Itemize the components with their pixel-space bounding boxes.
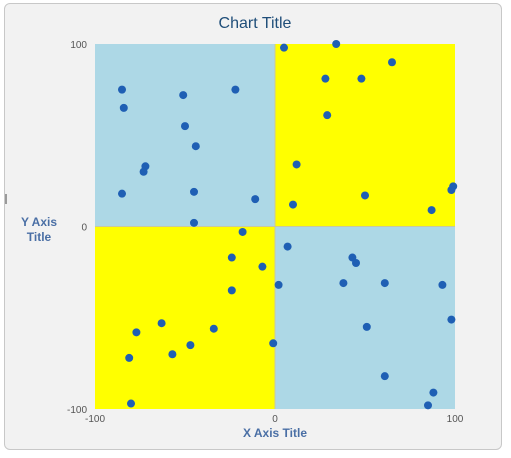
data-point xyxy=(181,122,189,131)
data-point xyxy=(323,111,332,120)
data-point xyxy=(238,227,247,236)
data-point xyxy=(186,341,195,350)
data-point xyxy=(179,91,188,100)
chart-title: Chart Title xyxy=(219,15,292,32)
data-point xyxy=(449,182,458,191)
quadrant-bottom-right xyxy=(275,226,455,409)
data-point xyxy=(447,315,456,324)
data-point xyxy=(251,195,260,204)
data-point xyxy=(190,218,198,227)
data-points xyxy=(118,40,458,410)
data-point xyxy=(209,324,218,333)
data-point xyxy=(132,328,141,337)
data-point xyxy=(139,167,148,176)
data-point xyxy=(283,242,292,251)
y-axis-title-line-2: Title xyxy=(27,230,52,244)
data-point xyxy=(438,280,447,289)
y-tick-label: -100 xyxy=(67,405,87,416)
plot-area xyxy=(95,44,455,409)
data-point xyxy=(361,191,369,200)
data-point xyxy=(339,279,348,288)
data-point xyxy=(321,74,330,83)
data-point xyxy=(227,253,236,262)
data-point xyxy=(362,322,371,331)
y-tick-label: 0 xyxy=(81,223,87,234)
data-point xyxy=(280,43,288,52)
data-point xyxy=(258,262,267,271)
data-point xyxy=(168,350,177,359)
data-point xyxy=(388,58,396,67)
x-axis-tick-labels: -100 0 100 xyxy=(85,414,464,425)
x-axis-title: X Axis Title xyxy=(243,426,307,440)
y-axis-title-line-1: Y Axis xyxy=(21,215,57,229)
data-point xyxy=(380,372,389,381)
data-point xyxy=(127,399,135,408)
data-point xyxy=(190,187,198,196)
data-point xyxy=(332,40,341,48)
data-point xyxy=(274,280,283,289)
data-point xyxy=(125,353,134,362)
quadrant-bottom-left xyxy=(95,226,275,409)
data-point xyxy=(380,279,389,288)
data-point xyxy=(289,200,297,209)
data-point xyxy=(427,206,436,215)
data-point xyxy=(269,339,278,348)
x-tick-label: 0 xyxy=(272,414,278,425)
frame-handle xyxy=(5,194,7,204)
data-point xyxy=(191,142,200,151)
data-point xyxy=(157,319,166,328)
x-tick-label: 100 xyxy=(447,414,464,425)
data-point xyxy=(357,74,366,83)
y-axis-tick-labels: 100 0 -100 xyxy=(67,40,87,416)
data-point xyxy=(429,388,438,397)
data-point xyxy=(424,401,432,410)
quadrant-top-left xyxy=(95,44,275,227)
x-tick-label: -100 xyxy=(85,414,105,425)
data-point xyxy=(119,103,128,112)
data-point xyxy=(292,160,301,169)
data-point xyxy=(227,286,236,295)
data-point xyxy=(352,259,360,267)
y-tick-label: 100 xyxy=(70,40,87,51)
data-point xyxy=(118,189,126,198)
data-point xyxy=(118,85,126,94)
data-point xyxy=(231,85,240,94)
